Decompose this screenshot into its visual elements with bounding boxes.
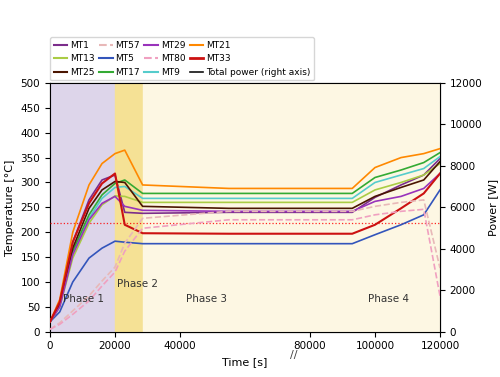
Bar	[142, 83, 352, 332]
Text: Phase 1: Phase 1	[63, 294, 104, 304]
Text: Phase 4: Phase 4	[368, 294, 410, 304]
Y-axis label: Power [W]: Power [W]	[488, 179, 498, 236]
Text: Phase 2: Phase 2	[116, 279, 158, 289]
X-axis label: Time [s]: Time [s]	[222, 357, 268, 367]
Text: Phase 3: Phase 3	[186, 294, 228, 304]
Legend: MT1, MT13, MT25, MT57, MT5, MT17, MT29, MT80, MT9, MT21, MT33, Total power (righ: MT1, MT13, MT25, MT57, MT5, MT17, MT29, …	[50, 37, 314, 80]
Bar	[115, 83, 142, 332]
Bar	[352, 83, 440, 332]
Bar	[50, 83, 115, 332]
Text: //: //	[290, 351, 298, 360]
Y-axis label: Temperature [°C]: Temperature [°C]	[5, 159, 15, 256]
